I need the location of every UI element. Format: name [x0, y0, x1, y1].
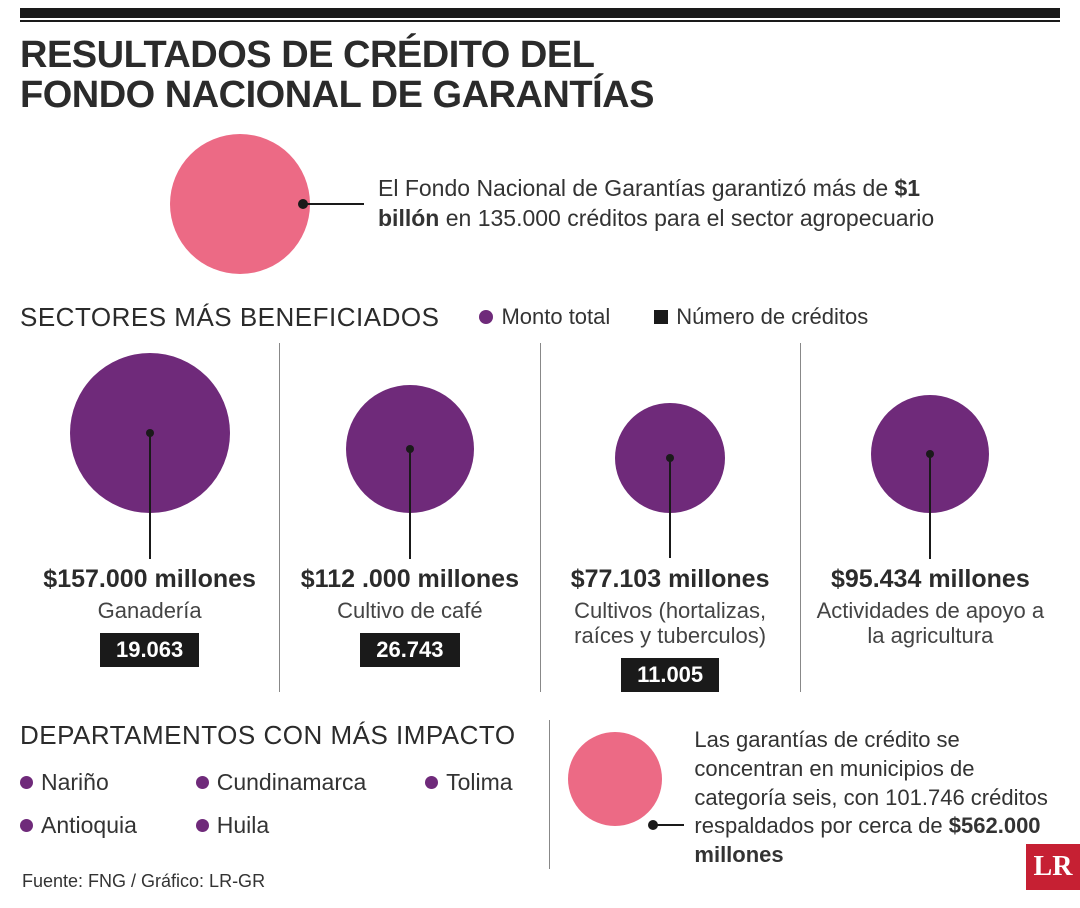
department-item: Huila [196, 812, 383, 839]
sectors-row: $157.000 millones Ganadería 19.063 $112 .00… [20, 343, 1060, 693]
legend: Monto total Número de créditos [479, 304, 868, 330]
department-label: Tolima [446, 769, 512, 796]
sector-amount: $77.103 millones [547, 565, 794, 594]
sector-bubble-wrap [26, 343, 273, 513]
sector-bubble-wrap [286, 343, 533, 513]
hero-block: El Fondo Nacional de Garantías garantizó… [20, 134, 1060, 274]
department-label: Nariño [41, 769, 109, 796]
sector-amount: $112 .000 millones [286, 565, 533, 594]
sector-column: $112 .000 millones Cultivo de café 26.743 [279, 343, 539, 693]
bullet-dot-icon [20, 776, 33, 789]
sector-count-badge: 19.063 [100, 633, 199, 667]
hero-connector [304, 203, 364, 205]
note-connector [654, 824, 684, 826]
department-label: Cundinamarca [217, 769, 367, 796]
department-label: Antioquia [41, 812, 137, 839]
note-block: Las garantías de crédito se concentran e… [550, 720, 1060, 869]
drop-line [149, 433, 151, 559]
department-item: Cundinamarca [196, 769, 383, 796]
page-title: RESULTADOS DE CRÉDITO DELFONDO NACIONAL … [20, 36, 1060, 116]
sector-count-badge: 11.005 [621, 658, 719, 692]
sector-bubble [346, 385, 474, 513]
sector-count-badge: 26.743 [360, 633, 459, 667]
bullet-dot-icon [196, 776, 209, 789]
legend-monto: Monto total [479, 304, 610, 330]
drop-line [409, 449, 411, 559]
sector-column: $95.434 millones Actividades de apoyo a l… [800, 343, 1060, 693]
sector-amount: $95.434 millones [807, 565, 1054, 594]
sector-name: Cultivo de café [286, 598, 533, 623]
bullet-dot-icon [196, 819, 209, 832]
hero-text: El Fondo Nacional de Garantías garantizó… [378, 174, 978, 234]
legend-monto-label: Monto total [501, 304, 610, 330]
sector-bubble-wrap [807, 343, 1054, 513]
hero-text-before: El Fondo Nacional de Garantías garantizó… [378, 175, 888, 201]
legend-numero-label: Número de créditos [676, 304, 868, 330]
note-bubble [568, 732, 662, 826]
department-item: Tolima [425, 769, 529, 796]
sector-column: $157.000 millones Ganadería 19.063 [20, 343, 279, 693]
drop-line [929, 454, 931, 559]
legend-dot-icon [479, 310, 493, 324]
sector-bubble [70, 353, 230, 513]
sector-name: Cultivos (hortalizas, raíces y tuberculo… [547, 598, 794, 649]
sectors-subhead: SECTORES MÁS BENEFICIADOS [20, 302, 439, 333]
bullet-dot-icon [425, 776, 438, 789]
publisher-logo: LR [1026, 844, 1080, 890]
top-thin-rule [20, 20, 1060, 22]
hero-bubble [170, 134, 310, 274]
departments-subhead: DEPARTAMENTOS CON MÁS IMPACTO [20, 720, 529, 751]
department-label: Huila [217, 812, 269, 839]
sector-bubble [615, 403, 725, 513]
sector-name: Actividades de apoyo a la agricultura [807, 598, 1054, 649]
departments-list: Nariño Cundinamarca Tolima Antioquia Huila [20, 769, 529, 839]
hero-text-after: en 135.000 créditos para el sector agrop… [446, 205, 934, 231]
title-line-1: RESULTADOS DE CRÉDITO DELFONDO NACIONAL … [20, 34, 654, 116]
legend-square-icon [654, 310, 668, 324]
sector-column: $77.103 millones Cultivos (hortalizas, ra… [540, 343, 800, 693]
department-item: Nariño [20, 769, 154, 796]
legend-numero: Número de créditos [654, 304, 868, 330]
sectors-header-row: SECTORES MÁS BENEFICIADOS Monto total Nú… [20, 302, 1060, 333]
sector-name: Ganadería [26, 598, 273, 623]
bullet-dot-icon [20, 819, 33, 832]
top-thick-rule [20, 8, 1060, 18]
source-line: Fuente: FNG / Gráfico: LR-GR [22, 871, 265, 892]
departments-block: DEPARTAMENTOS CON MÁS IMPACTO Nariño Cund… [20, 720, 550, 869]
sector-bubble-wrap [547, 343, 794, 513]
bottom-row: DEPARTAMENTOS CON MÁS IMPACTO Nariño Cund… [20, 720, 1060, 869]
drop-line [669, 458, 671, 558]
note-text: Las garantías de crédito se concentran e… [694, 726, 1060, 869]
sector-amount: $157.000 millones [26, 565, 273, 594]
department-item: Antioquia [20, 812, 154, 839]
sector-bubble [871, 395, 989, 513]
